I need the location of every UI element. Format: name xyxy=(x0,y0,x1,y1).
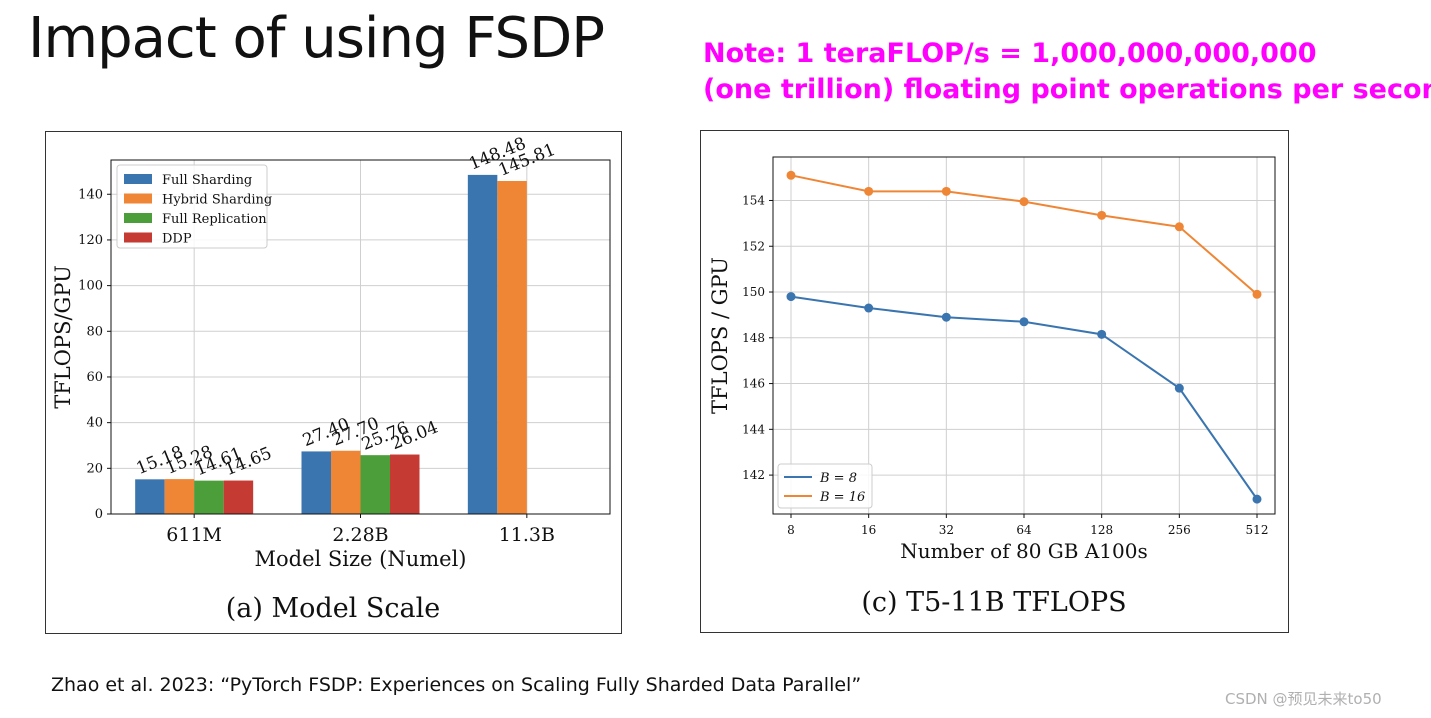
y-tick-label: 148 xyxy=(742,331,765,345)
note-text: Note: 1 teraFLOP/s = 1,000,000,000,000 (… xyxy=(703,36,1431,108)
y-tick-label: 146 xyxy=(742,377,765,391)
y-tick-label: 0 xyxy=(95,507,103,522)
bar-full-sharding xyxy=(135,479,165,514)
x-tick-label: 512 xyxy=(1246,523,1269,537)
y-tick-label: 120 xyxy=(78,233,103,248)
model-scale-chart: 15.1815.2814.6114.65611M27.4027.7025.762… xyxy=(51,134,611,624)
x-tick-label: 256 xyxy=(1168,523,1191,537)
y-tick-label: 20 xyxy=(86,461,103,476)
data-point xyxy=(1097,210,1107,220)
bar-hybrid-sharding xyxy=(497,180,527,514)
chart-caption: (c) T5-11B TFLOPS xyxy=(861,587,1126,618)
slide-title: Impact of using FSDP xyxy=(28,6,605,71)
legend-swatch xyxy=(124,232,152,243)
data-point xyxy=(941,312,951,322)
y-axis-label: TFLOPS / GPU xyxy=(708,257,732,414)
legend-swatch xyxy=(124,213,152,223)
bar-full-sharding xyxy=(467,174,498,514)
x-tick-label: 128 xyxy=(1090,523,1113,537)
legend-box xyxy=(116,164,268,249)
x-tick-label: 611M xyxy=(166,524,222,546)
watermark: CSDN @预见未来to50 xyxy=(1225,690,1382,708)
y-tick-label: 150 xyxy=(742,285,765,299)
plot-frame xyxy=(772,156,1276,515)
data-point xyxy=(1097,329,1107,339)
legend-label: Full Replication xyxy=(162,212,267,227)
legend-label: B = 8 xyxy=(819,471,857,486)
y-tick-label: 140 xyxy=(78,187,103,202)
bar-full-sharding xyxy=(301,451,331,514)
y-tick-label: 154 xyxy=(742,193,765,207)
bar-full-replication xyxy=(194,480,224,514)
y-tick-label: 80 xyxy=(86,324,103,339)
x-tick-label: 11.3B xyxy=(499,524,555,546)
data-point xyxy=(1252,494,1262,504)
data-point xyxy=(1252,289,1262,299)
x-axis-label: Number of 80 GB A100s xyxy=(900,539,1147,563)
bar-ddp xyxy=(390,454,420,514)
data-point xyxy=(864,303,874,313)
plot-frame xyxy=(110,159,611,515)
legend-label: Full Sharding xyxy=(162,173,252,188)
x-tick-label: 16 xyxy=(861,523,876,537)
chart-caption: (a) Model Scale xyxy=(226,593,440,624)
legend-label: B = 16 xyxy=(819,490,865,505)
data-point xyxy=(941,186,951,196)
y-tick-label: 142 xyxy=(742,468,765,482)
y-tick-label: 100 xyxy=(78,279,103,294)
x-tick-label: 8 xyxy=(787,523,795,537)
data-point xyxy=(864,186,874,196)
legend-swatch xyxy=(124,174,152,184)
x-tick-label: 2.28B xyxy=(332,524,388,546)
bar-full-replication xyxy=(360,455,390,514)
legend-label: DDP xyxy=(162,232,192,247)
model-scale-panel: 15.18 15.28 14.61 14.65 611M 27.40 27.70 25.76 2… xyxy=(45,131,622,634)
data-point xyxy=(1019,317,1029,327)
x-tick-label: 32 xyxy=(939,523,954,537)
data-point xyxy=(1174,383,1184,393)
bar-hybrid-sharding xyxy=(164,479,195,514)
legend-label: Hybrid Sharding xyxy=(162,193,272,208)
citation: Zhao et al. 2023: “PyTorch FSDP: Experie… xyxy=(51,674,862,696)
note-line-2: (one trillion) floating point operations… xyxy=(703,74,1431,105)
data-point xyxy=(1174,222,1184,232)
bar-hybrid-sharding xyxy=(331,450,361,514)
legend-swatch xyxy=(124,193,152,204)
x-axis-label: Model Size (Numel) xyxy=(254,547,466,571)
data-point xyxy=(786,292,796,302)
y-tick-label: 152 xyxy=(742,239,765,253)
bar-ddp xyxy=(223,480,254,514)
data-point xyxy=(786,170,796,180)
data-point xyxy=(1019,197,1029,207)
t5-tflops-chart: 142 144 146 148 150 152 154 8 16 32 64 128 256 512 Num… xyxy=(708,156,1276,618)
x-tick-label: 64 xyxy=(1016,523,1032,537)
y-axis-label: TFLOPS/GPU xyxy=(51,265,75,409)
t5-tflops-panel: 142 144 146 148 150 152 154 8 16 32 64 128 256 512 Num… xyxy=(700,130,1289,633)
y-tick-label: 40 xyxy=(86,416,103,431)
y-tick-label: 144 xyxy=(742,422,765,436)
y-tick-label: 60 xyxy=(86,370,103,385)
note-line-1: Note: 1 teraFLOP/s = 1,000,000,000,000 xyxy=(703,38,1317,69)
